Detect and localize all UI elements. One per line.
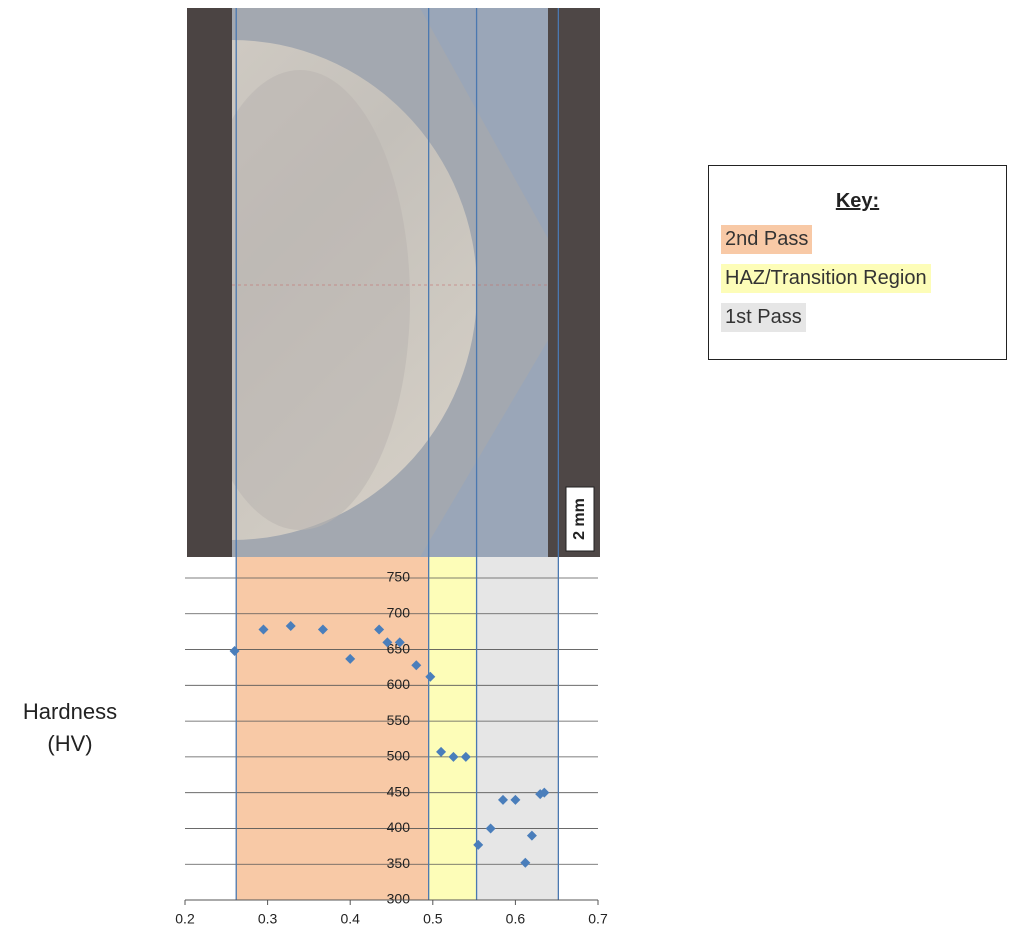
- x-tick-label: 0.6: [506, 911, 526, 927]
- y-tick-label: 600: [387, 676, 411, 692]
- y-tick-label: 300: [387, 891, 411, 907]
- x-tick-label: 0.4: [340, 911, 360, 927]
- legend-entry: HAZ/Transition Region: [721, 264, 931, 293]
- micrograph: [0, 8, 600, 557]
- y-tick-label: 550: [387, 712, 411, 728]
- legend-entry: 1st Pass: [721, 303, 806, 332]
- x-tick-label: 0.2: [175, 911, 195, 927]
- y-tick-label: 400: [387, 819, 411, 835]
- y-tick-label: 700: [387, 604, 411, 620]
- legend-row: 1st Pass: [709, 303, 1006, 342]
- y-tick-label: 350: [387, 855, 411, 871]
- y-axis-label: Hardness (HV): [0, 696, 140, 760]
- scale-label: 2 mm: [571, 498, 588, 540]
- region: [477, 557, 559, 900]
- chart: 2 mm 3003504004505005506006507007500.20.…: [0, 0, 1010, 940]
- legend: Key: 2nd Pass HAZ/Transition Region 1st Pa…: [708, 165, 1007, 360]
- legend-row: HAZ/Transition Region: [709, 264, 1006, 303]
- region: [429, 557, 477, 900]
- y-tick-label: 750: [387, 569, 411, 585]
- y-tick-label: 500: [387, 748, 411, 764]
- legend-row: 2nd Pass: [709, 225, 1006, 264]
- page: 2 mm 3003504004505005506006507007500.20.…: [0, 0, 1010, 940]
- x-tick-label: 0.7: [588, 911, 608, 927]
- legend-entry: 2nd Pass: [721, 225, 812, 254]
- legend-title: Key:: [709, 190, 1006, 213]
- x-tick-label: 0.3: [258, 911, 278, 927]
- x-tick-label: 0.5: [423, 911, 443, 927]
- y-tick-label: 450: [387, 783, 411, 799]
